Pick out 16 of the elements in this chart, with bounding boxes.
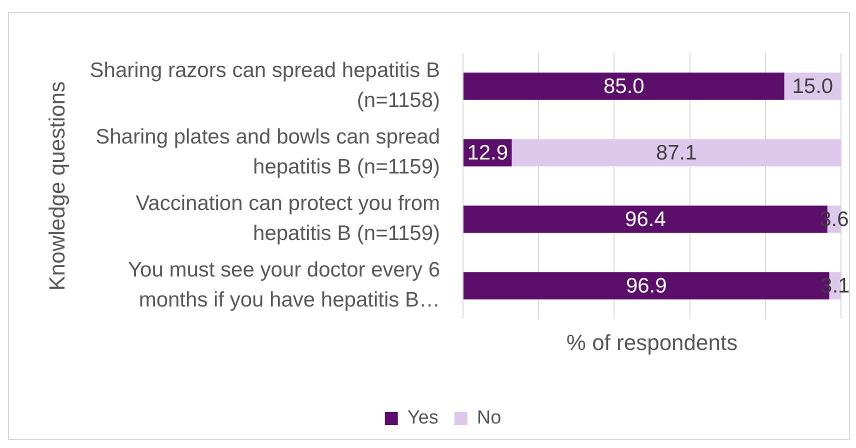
x-axis-title: % of respondents xyxy=(566,330,738,355)
y-tick-label: Sharing razors can spread hepatitis B (n=1158) xyxy=(90,59,440,112)
data-label: 96.4 xyxy=(625,208,666,232)
legend-label: Yes xyxy=(407,408,438,429)
y-tick-label: You must see your doctor every 6 months if you have hepatitis B… xyxy=(128,258,440,312)
bar xyxy=(464,72,784,100)
y-tick-label: Sharing plates and bowls can spread hepatitis B (n=1159) xyxy=(96,126,440,179)
data-label: 12.9 xyxy=(467,142,508,165)
y-axis-title: Knowledge questions xyxy=(44,81,70,291)
data-label: 15.0 xyxy=(792,75,834,98)
data-label: 87.1 xyxy=(656,142,697,165)
data-label: 85.0 xyxy=(603,75,644,98)
y-tick-label: Vaccination can protect you from hepatitis B (n=1159) xyxy=(136,192,440,246)
legend-label: No xyxy=(476,408,502,429)
data-label: 96.9 xyxy=(626,274,667,298)
bar xyxy=(512,139,841,166)
